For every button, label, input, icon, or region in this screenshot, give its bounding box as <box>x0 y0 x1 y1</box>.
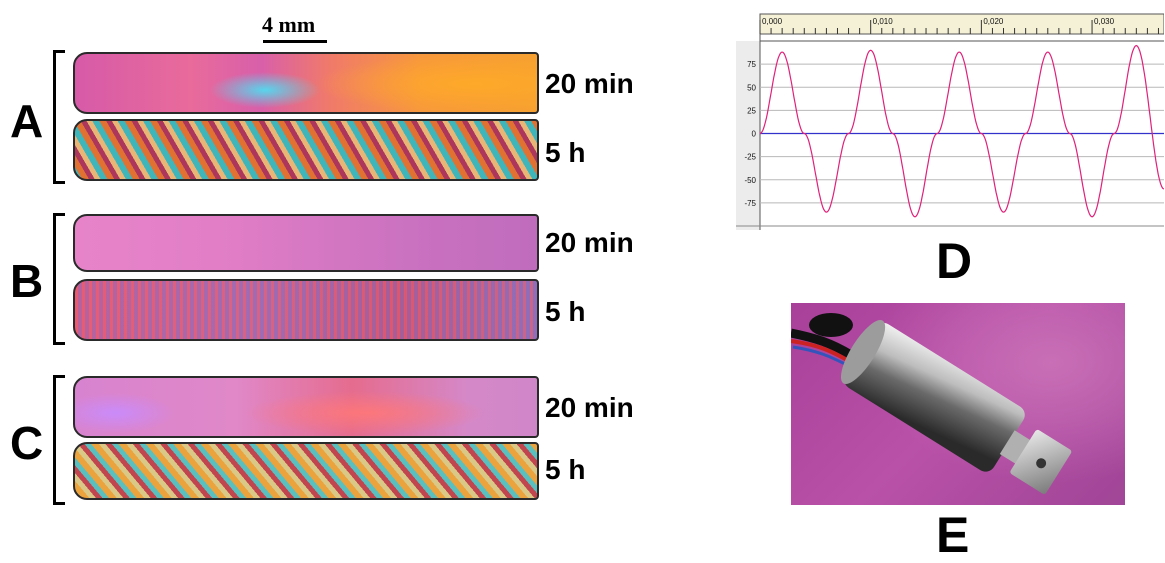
tube-c-5h <box>73 442 539 500</box>
y-tick-label: -25 <box>744 153 756 162</box>
time-label-c-5h: 5 h <box>545 454 586 485</box>
y-tick-label: 25 <box>747 106 756 115</box>
y-tick-label: 50 <box>747 83 756 92</box>
y-tick-label: 75 <box>747 60 756 69</box>
panel-b-bracket <box>53 213 65 345</box>
panel-a-bracket <box>53 50 65 184</box>
panel-c-bracket <box>53 375 65 505</box>
time-label-b-20min: 20 min <box>545 227 634 258</box>
tube-c-20min <box>73 376 539 438</box>
panel-c-letter: C <box>10 417 44 469</box>
time-ruler-ticks <box>759 20 1159 34</box>
amplitude-ruler <box>736 41 760 230</box>
x-tick-label: 0,030 <box>1094 17 1115 26</box>
y-tick-label: -50 <box>744 176 756 185</box>
time-label-c-20min: 20 min <box>545 392 634 423</box>
scale-bar <box>263 40 327 43</box>
y-tick-label: 0 <box>752 130 757 139</box>
x-tick-label: 0,020 <box>983 17 1004 26</box>
x-tick-label: 0,010 <box>873 17 894 26</box>
chart-series-line <box>759 44 1164 218</box>
panel-e-letter: E <box>936 507 970 563</box>
panel-d-letter: D <box>936 233 973 289</box>
time-label-a-5h: 5 h <box>545 137 586 168</box>
y-tick-label: -75 <box>744 199 756 208</box>
vibration-motor-photo <box>791 303 1125 505</box>
panel-a-letter: A <box>10 95 44 147</box>
time-label-b-5h: 5 h <box>545 296 586 327</box>
tube-a-5h <box>73 119 539 181</box>
time-label-a-20min: 20 min <box>545 68 634 99</box>
tube-b-5h <box>73 279 539 341</box>
x-tick-label: 0,000 <box>762 17 783 26</box>
scale-bar-label: 4 mm <box>262 12 316 37</box>
tube-a-20min <box>73 52 539 114</box>
panel-b-letter: B <box>10 255 44 307</box>
waveform-chart: 0,000 0,010 0,020 0,030 75 50 25 0 -25 -50 -75 <box>736 10 1164 230</box>
tube-b-20min <box>73 214 539 272</box>
